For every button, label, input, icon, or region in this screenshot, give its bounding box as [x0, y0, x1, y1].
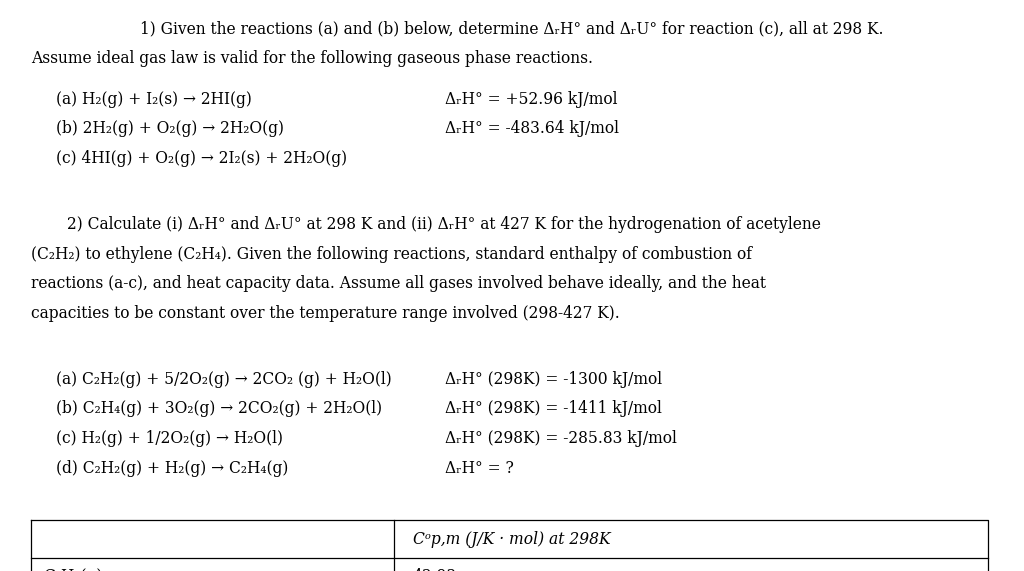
Text: (b) 2H₂(g) + O₂(g) → 2H₂O(g): (b) 2H₂(g) + O₂(g) → 2H₂O(g) [56, 120, 285, 138]
Text: Assume ideal gas law is valid for the following gaseous phase reactions.: Assume ideal gas law is valid for the fo… [31, 50, 593, 67]
Text: 43.93: 43.93 [413, 568, 457, 571]
Text: ΔᵣH° = +52.96 kJ/mol: ΔᵣH° = +52.96 kJ/mol [445, 91, 617, 108]
Text: (c) H₂(g) + 1/2O₂(g) → H₂O(l): (c) H₂(g) + 1/2O₂(g) → H₂O(l) [56, 430, 284, 447]
Text: reactions (a-c), and heat capacity data. Assume all gases involved behave ideall: reactions (a-c), and heat capacity data.… [31, 275, 766, 292]
Text: ΔᵣH° = -483.64 kJ/mol: ΔᵣH° = -483.64 kJ/mol [445, 120, 620, 138]
Text: 2) Calculate (i) ΔᵣH° and ΔᵣU° at 298 K and (ii) ΔᵣH° at 427 K for the hydrogena: 2) Calculate (i) ΔᵣH° and ΔᵣU° at 298 K … [67, 216, 820, 233]
Text: (a) H₂(g) + I₂(s) → 2HI(g): (a) H₂(g) + I₂(s) → 2HI(g) [56, 91, 252, 108]
Text: ΔᵣH° (298K) = -285.83 kJ/mol: ΔᵣH° (298K) = -285.83 kJ/mol [445, 430, 677, 447]
Text: (C₂H₂) to ethylene (C₂H₄). Given the following reactions, standard enthalpy of c: (C₂H₂) to ethylene (C₂H₄). Given the fol… [31, 246, 752, 263]
Text: ΔᵣH° (298K) = -1300 kJ/mol: ΔᵣH° (298K) = -1300 kJ/mol [445, 371, 663, 388]
Text: (d) C₂H₂(g) + H₂(g) → C₂H₄(g): (d) C₂H₂(g) + H₂(g) → C₂H₄(g) [56, 460, 289, 477]
Text: (b) C₂H₄(g) + 3O₂(g) → 2CO₂(g) + 2H₂O(l): (b) C₂H₄(g) + 3O₂(g) → 2CO₂(g) + 2H₂O(l) [56, 400, 382, 417]
Text: 1) Given the reactions (a) and (b) below, determine ΔᵣH° and ΔᵣU° for reaction (: 1) Given the reactions (a) and (b) below… [140, 20, 884, 37]
Text: capacities to be constant over the temperature range involved (298-427 K).: capacities to be constant over the tempe… [31, 305, 620, 322]
Text: Cᵒp,m (J/K · mol) at 298K: Cᵒp,m (J/K · mol) at 298K [413, 530, 610, 548]
Text: ΔᵣH° = ?: ΔᵣH° = ? [445, 460, 514, 477]
Text: (c) 4HI(g) + O₂(g) → 2I₂(s) + 2H₂O(g): (c) 4HI(g) + O₂(g) → 2I₂(s) + 2H₂O(g) [56, 150, 347, 167]
Text: ΔᵣH° (298K) = -1411 kJ/mol: ΔᵣH° (298K) = -1411 kJ/mol [445, 400, 663, 417]
Text: C₂H₂(g): C₂H₂(g) [43, 568, 102, 571]
Text: (a) C₂H₂(g) + 5/2O₂(g) → 2CO₂ (g) + H₂O(l): (a) C₂H₂(g) + 5/2O₂(g) → 2CO₂ (g) + H₂O(… [56, 371, 392, 388]
